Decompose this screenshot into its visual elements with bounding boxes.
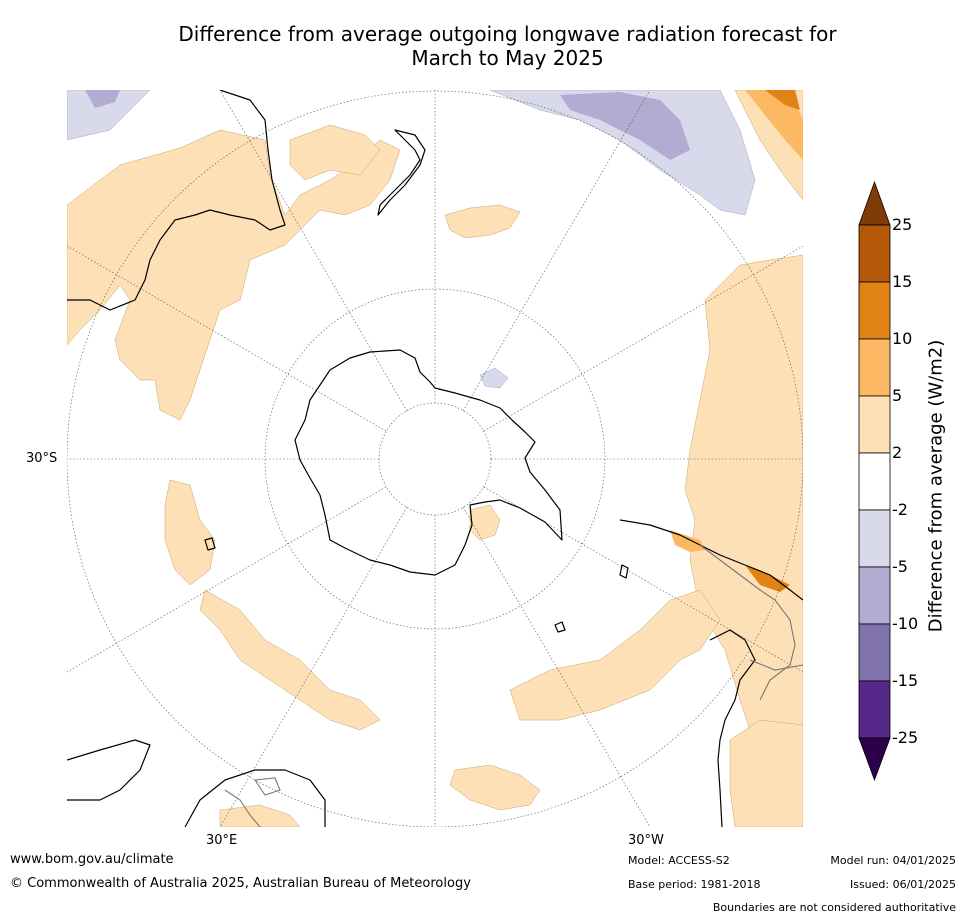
colorbar-band <box>858 224 891 283</box>
colorbar-tick-label: -5 <box>892 557 908 576</box>
longitude-label-30e: 30°E <box>206 833 238 848</box>
meridian-30w <box>462 506 651 827</box>
colorbar-tick-label: 25 <box>892 215 913 234</box>
meridian-30e <box>219 506 408 827</box>
argentina-boundary <box>749 659 803 671</box>
colorbar-tick-label: 5 <box>892 386 903 405</box>
positive-5-10-area <box>745 90 803 160</box>
latitude-circle-75s <box>378 402 492 516</box>
northwest-negative-area <box>67 90 151 141</box>
colorbar-extend-low <box>858 737 891 782</box>
longitude-label-30w: 30°W <box>628 833 664 848</box>
positive-anomaly-areas <box>67 90 803 827</box>
andes-small-positive-area <box>670 530 705 552</box>
andes-positive-area <box>745 565 790 592</box>
map-title: Difference from average outgoing longwav… <box>60 22 955 70</box>
antarctic-peninsula-positive-area <box>469 504 501 541</box>
indian-ocean-positive-area <box>67 129 401 421</box>
meridian-150e <box>219 90 408 412</box>
copyright-text: © Commonwealth of Australia 2025, Austra… <box>10 876 471 891</box>
colorbar-band <box>858 452 891 511</box>
africa-south-coastline <box>67 739 151 801</box>
meridian-60e <box>67 486 387 673</box>
colorbar-tick-label: 15 <box>892 272 913 291</box>
colorbar-extend-high <box>858 180 891 226</box>
madagascar-region-positive-area <box>164 479 216 586</box>
colorbar-band <box>858 623 891 682</box>
falkland-islands <box>619 564 629 579</box>
positive-10-15-area <box>765 90 800 110</box>
south-america-positive-area <box>684 254 803 781</box>
lesotho-boundary <box>254 777 281 796</box>
colorbar-band <box>858 566 891 625</box>
colorbar-tick-label: -10 <box>892 614 919 633</box>
strong-positive-anomaly-areas <box>670 90 803 592</box>
south-atlantic-positive-area <box>509 589 721 721</box>
moderate-negative-anomaly-areas <box>85 90 690 160</box>
southern-africa-positive-area <box>219 804 301 827</box>
latitude-label-30s: 30°S <box>26 451 58 466</box>
northwest-moderate-negative-area <box>85 90 120 108</box>
map-panel <box>67 90 803 827</box>
kerguelen-island <box>204 537 216 551</box>
south-georgia-island <box>554 621 566 633</box>
colorbar-tick-label: -25 <box>892 728 919 747</box>
colorbar-band <box>858 395 891 454</box>
disclaimer-text: Boundaries are not considered authoritat… <box>712 901 956 914</box>
website-link[interactable]: www.bom.gov.au/climate <box>10 852 174 867</box>
colorbar-tick-label: 10 <box>892 329 913 348</box>
south-atlantic-small-positive-area <box>449 764 541 811</box>
issued-date: Issued: 06/01/2025 <box>849 878 956 891</box>
colorbar-tick-label: -2 <box>892 500 908 519</box>
pacific-moderate-negative-area <box>560 92 690 160</box>
base-period: Base period: 1981-2018 <box>628 878 761 891</box>
southern-africa-coastline <box>184 769 326 827</box>
model-name: Model: ACCESS-S2 <box>628 854 730 867</box>
latitude-circle-60s <box>264 288 606 630</box>
colorbar-tick-label: 2 <box>892 443 903 462</box>
graticule <box>67 90 803 827</box>
tasman-positive-area <box>289 124 381 181</box>
pacific-small-positive-area <box>444 204 521 239</box>
ross-sea-negative-area <box>479 367 509 389</box>
australia-coastline <box>67 90 286 311</box>
southern-indian-band-positive-area <box>199 589 381 731</box>
andes-boundary <box>699 544 796 701</box>
model-run-date: Model run: 04/01/2025 <box>830 854 956 867</box>
country-boundaries <box>224 544 803 827</box>
south-america-east-coastline <box>709 629 756 827</box>
colorbar-band <box>858 680 891 739</box>
colorbar-band <box>858 281 891 340</box>
pacific-negative-area <box>489 90 756 216</box>
south-america-tip-coastline <box>619 519 803 601</box>
africa-coast-positive-area <box>729 719 803 827</box>
colorbar-band <box>858 338 891 397</box>
title-line-1: Difference from average outgoing longwav… <box>178 22 837 46</box>
colorbar-bands <box>858 180 891 782</box>
southern-africa-boundary <box>224 789 261 827</box>
coastlines <box>67 90 803 827</box>
antarctica-coastline <box>294 349 563 576</box>
negative-anomaly-areas <box>67 90 756 389</box>
new-zealand-coastline <box>377 129 426 216</box>
colorbar-tick-label: -15 <box>892 671 919 690</box>
title-line-2: March to May 2025 <box>411 46 604 70</box>
colorbar-band <box>858 509 891 568</box>
polar-map <box>67 90 803 827</box>
meridian-150w <box>462 90 651 412</box>
colorbar-title: Difference from average (W/m2) <box>925 339 947 633</box>
colorbar <box>858 180 891 782</box>
